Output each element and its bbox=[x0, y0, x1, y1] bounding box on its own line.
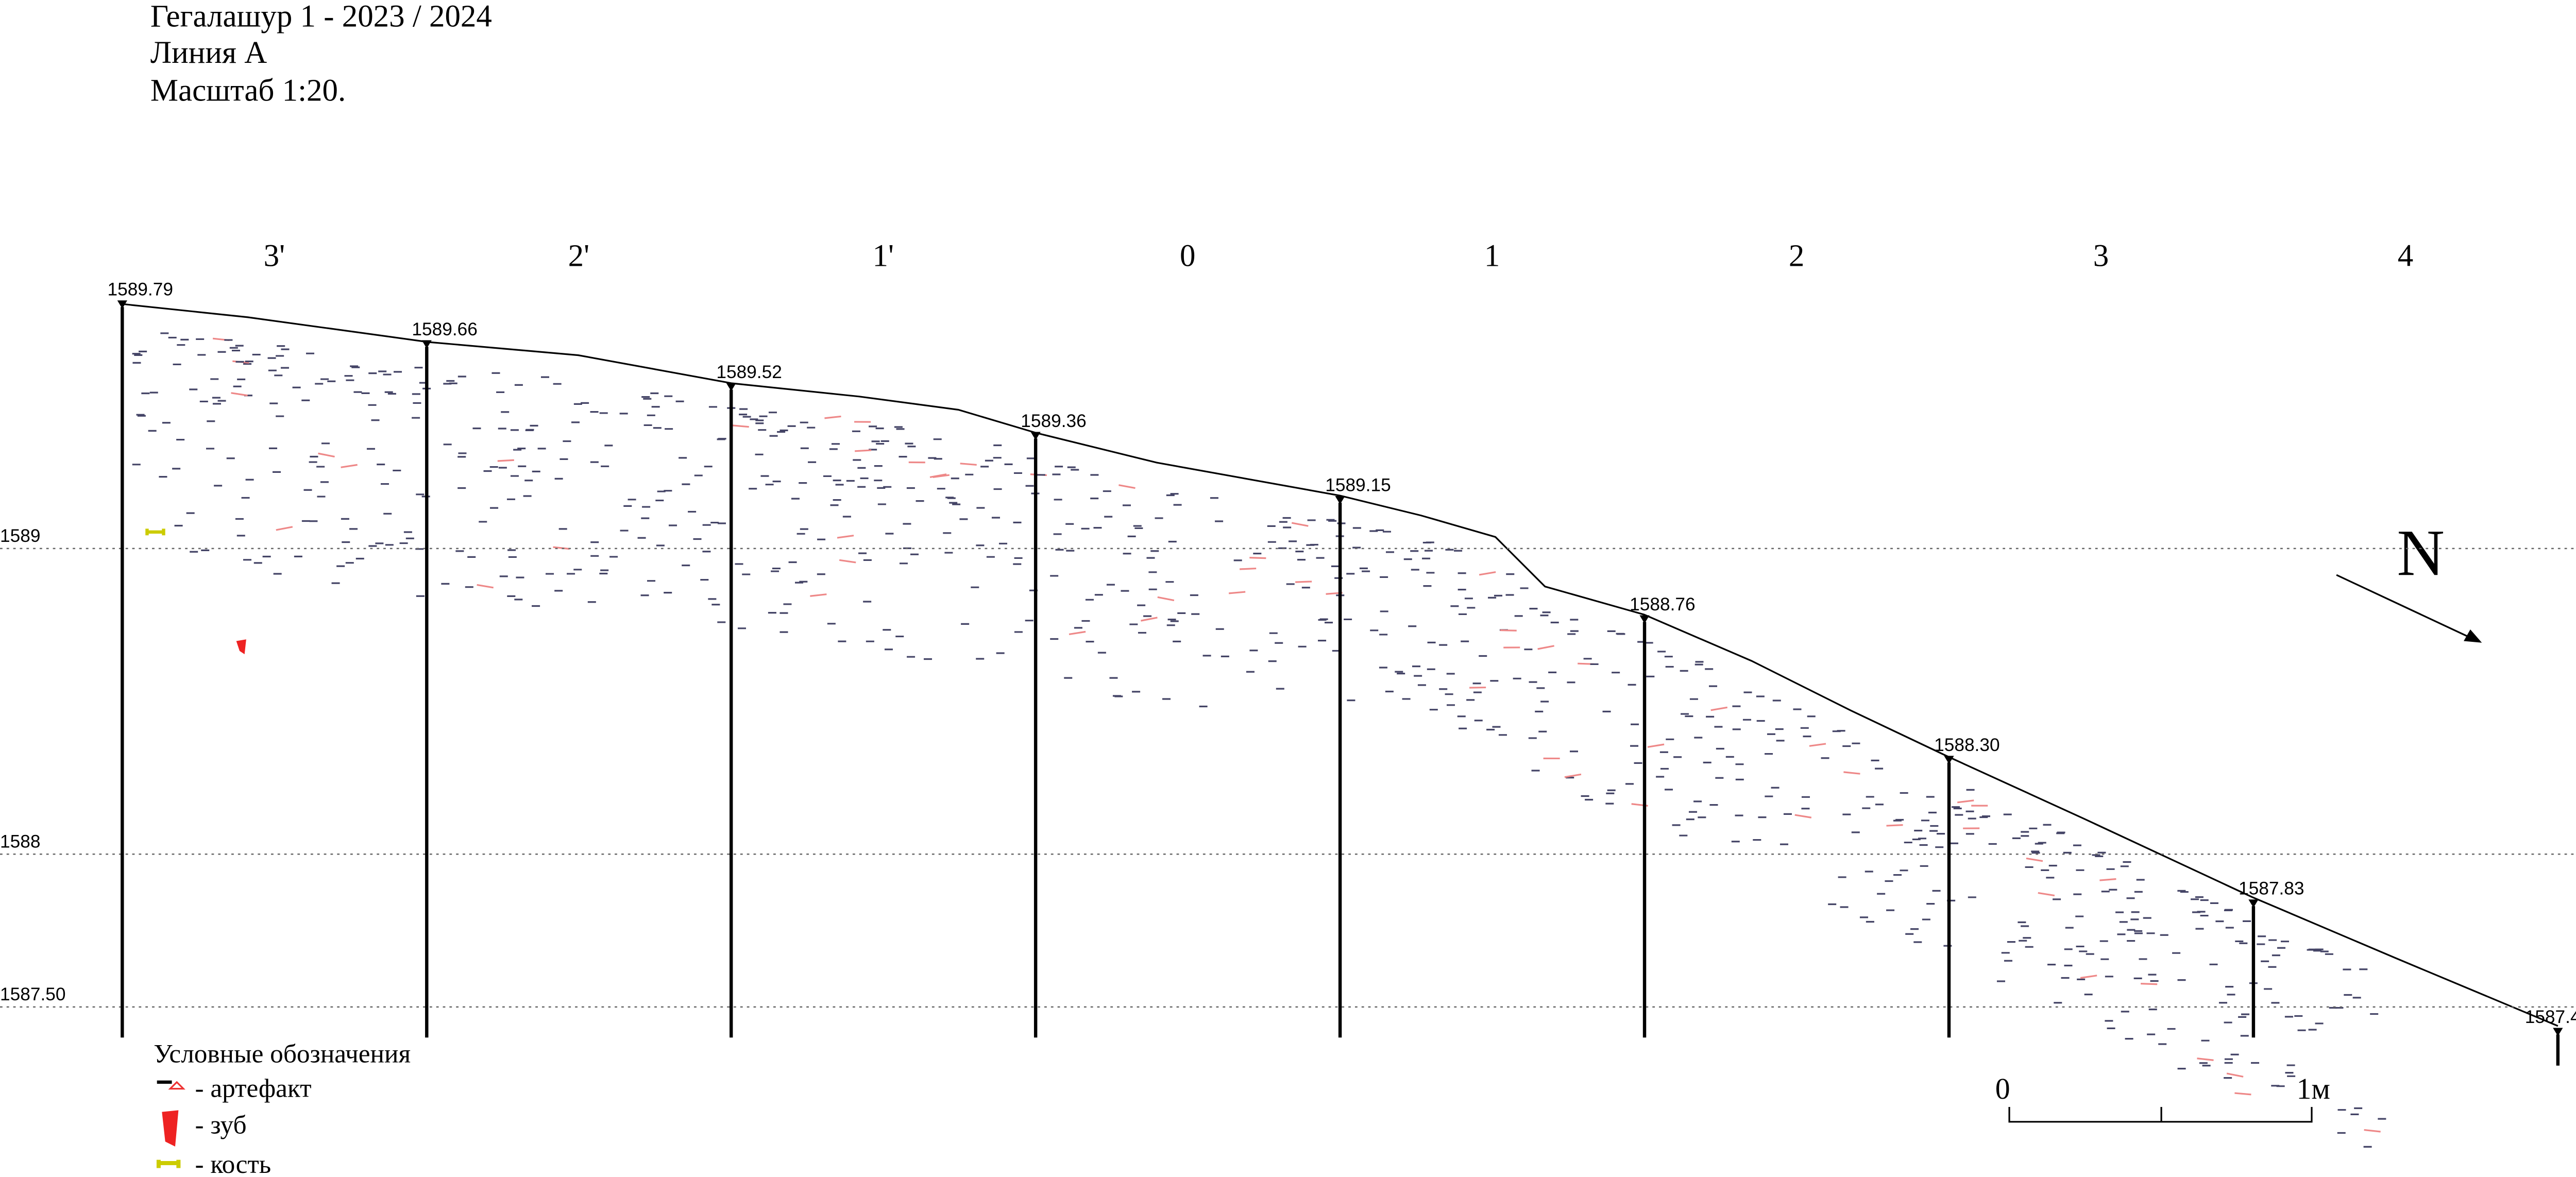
bone bbox=[145, 528, 165, 536]
tooth bbox=[236, 639, 246, 655]
find bbox=[2364, 1129, 2381, 1133]
legend-item: - артефакт bbox=[195, 1074, 311, 1103]
find bbox=[1710, 706, 1728, 711]
peg-marker bbox=[1639, 615, 1650, 624]
peg-label: 1589.66 bbox=[412, 319, 477, 339]
find bbox=[1537, 645, 1554, 650]
scale-label: 0 bbox=[1995, 1073, 2010, 1105]
north-label: N bbox=[2397, 516, 2445, 589]
find bbox=[2226, 1072, 2244, 1078]
north-arrow-head bbox=[2464, 629, 2482, 643]
find bbox=[1069, 630, 1086, 636]
level-label: 1587.50 bbox=[0, 984, 65, 1004]
find bbox=[1157, 596, 1175, 602]
find bbox=[933, 474, 950, 479]
square-label: 1' bbox=[873, 238, 894, 273]
find bbox=[1228, 591, 1246, 594]
peg-marker bbox=[2248, 899, 2259, 908]
peg-label: 1587.83 bbox=[2239, 879, 2304, 899]
find bbox=[855, 449, 872, 452]
find bbox=[1118, 484, 1136, 489]
north-arrow bbox=[2336, 574, 2468, 637]
square-label: 2' bbox=[568, 238, 589, 273]
square-label: 3' bbox=[264, 238, 285, 273]
scale-bar bbox=[2008, 1106, 2313, 1123]
find bbox=[1479, 571, 1496, 576]
peg-label: 1588.30 bbox=[1934, 735, 1999, 755]
peg-label: 1589.15 bbox=[1325, 475, 1391, 495]
square-label: 2 bbox=[1789, 238, 1804, 273]
square-label: 4 bbox=[2398, 238, 2413, 273]
find bbox=[477, 584, 494, 589]
level-label: 1589 bbox=[0, 526, 40, 546]
square-label: 1 bbox=[1484, 238, 1500, 273]
peg-marker bbox=[421, 340, 432, 349]
peg-marker bbox=[1030, 432, 1041, 440]
level-label: 1588 bbox=[0, 831, 40, 851]
peg-label: 1589.36 bbox=[1021, 411, 1086, 431]
find bbox=[341, 464, 358, 468]
find bbox=[231, 392, 248, 397]
peg-marker bbox=[117, 300, 127, 309]
find bbox=[1886, 824, 1903, 827]
find bbox=[1564, 773, 1582, 778]
surface-profile bbox=[122, 303, 2558, 1027]
find bbox=[732, 424, 749, 428]
peg-marker bbox=[2553, 1028, 2563, 1036]
find bbox=[2234, 1092, 2251, 1096]
peg-label: 1589.79 bbox=[107, 280, 173, 300]
find bbox=[1809, 743, 1826, 747]
find bbox=[1957, 799, 1974, 804]
peg-label: 1587.41 bbox=[2525, 1007, 2576, 1027]
find bbox=[2197, 1057, 2214, 1061]
find bbox=[1291, 522, 1309, 527]
header-line: Масштаб 1:20. bbox=[150, 74, 346, 108]
legend-artifact-icon bbox=[168, 1081, 185, 1090]
find bbox=[2038, 892, 2055, 897]
scale-label: 1м bbox=[2296, 1073, 2330, 1105]
find bbox=[839, 559, 856, 564]
peg-marker bbox=[1335, 496, 1345, 505]
find bbox=[824, 415, 841, 419]
peg-label: 1588.76 bbox=[1630, 594, 1695, 615]
find bbox=[2026, 857, 2043, 862]
find bbox=[810, 593, 827, 597]
legend-title: Условные обозначения bbox=[154, 1039, 411, 1068]
finds bbox=[132, 332, 2386, 1148]
find bbox=[2099, 878, 2116, 881]
find bbox=[276, 526, 293, 531]
header-line: Линия А bbox=[150, 36, 267, 70]
find bbox=[1141, 617, 1158, 622]
legend-tooth-icon bbox=[162, 1110, 179, 1147]
square-label: 3 bbox=[2093, 238, 2109, 273]
peg-marker bbox=[1944, 756, 1954, 764]
find bbox=[1843, 771, 1860, 775]
find bbox=[318, 452, 335, 458]
find bbox=[497, 459, 514, 462]
legend-item: - кость bbox=[195, 1150, 271, 1177]
peg-label: 1589.52 bbox=[716, 362, 782, 382]
header-line: Гегалашур 1 - 2023 / 2024 bbox=[150, 0, 492, 33]
peg-marker bbox=[726, 383, 736, 391]
find bbox=[960, 463, 977, 466]
legend-item: - зуб bbox=[195, 1110, 246, 1139]
find bbox=[2080, 975, 2097, 979]
find bbox=[837, 535, 854, 539]
legend-bone-icon bbox=[156, 1159, 181, 1168]
find bbox=[1794, 814, 1812, 818]
square-label: 0 bbox=[1180, 238, 1195, 273]
find bbox=[553, 546, 570, 550]
find bbox=[1647, 743, 1665, 748]
